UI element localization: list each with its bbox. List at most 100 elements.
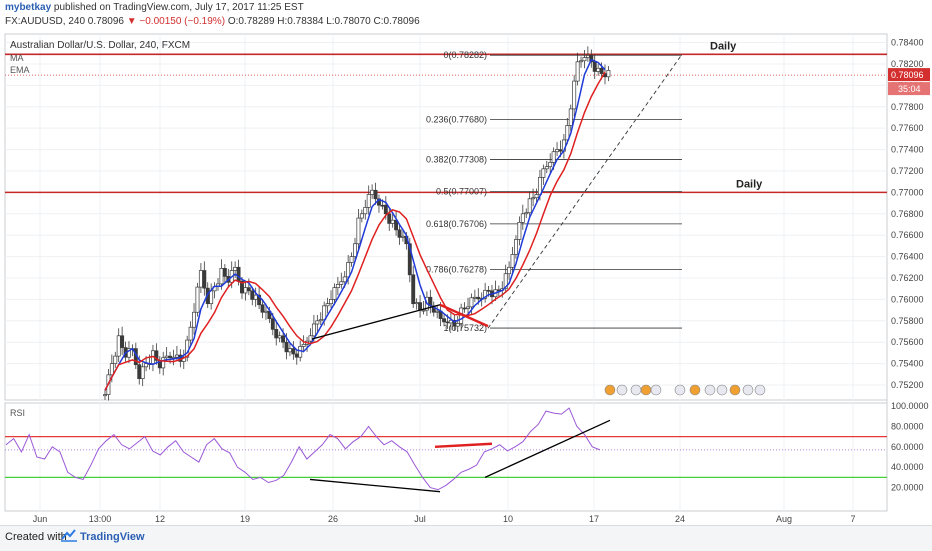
candle-body: [400, 235, 405, 238]
price-tick-label: 0.76400: [891, 252, 924, 262]
candle-body: [243, 287, 248, 294]
candle-body: [168, 355, 173, 359]
candle-body: [222, 268, 227, 277]
candle-body: [486, 289, 491, 292]
fibonacci-retracement[interactable]: 0(0.78282) 0.236(0.77680) 0.382(0.77308) 0.…: [426, 50, 682, 333]
time-tick-label: Jun: [33, 514, 48, 524]
candle-body: [544, 166, 549, 170]
candle-body: [113, 355, 118, 364]
ema-line: [104, 71, 606, 391]
price-tick-label: 0.77600: [891, 123, 924, 133]
event-flag-icon: [674, 384, 686, 396]
candle-body: [411, 274, 416, 305]
candle-body: [240, 280, 244, 294]
candle-body: [483, 289, 488, 299]
candle-body: [510, 254, 515, 268]
candle-body: [260, 304, 265, 313]
rsi-pane[interactable]: [4, 402, 888, 512]
candle-body: [116, 335, 121, 357]
candle-body: [387, 213, 392, 224]
candle-body: [575, 61, 580, 82]
price-axis: 0.784000.782000.780000.778000.776000.774…: [891, 38, 924, 390]
main-pane[interactable]: [4, 33, 888, 401]
candle-body: [531, 197, 536, 200]
time-tick-label: 24: [675, 514, 685, 524]
rsi-line: [5, 407, 601, 491]
candle-body: [555, 149, 560, 153]
fib-level-label: 0(0.78282): [443, 50, 487, 60]
candle-body: [154, 350, 159, 361]
time-tick-label: 7: [850, 514, 855, 524]
price-tick-label: 0.77000: [891, 187, 924, 197]
candle-body: [250, 290, 255, 300]
price-tick-label: 0.75600: [891, 337, 924, 347]
time-tick-label: 19: [240, 514, 250, 524]
rsi-tick-label: 60.0000: [891, 442, 924, 452]
time-axis: Jun 13:00 12 19 26 Jul 10 17 24 Aug 7: [33, 514, 856, 524]
economic-events[interactable]: [604, 384, 766, 396]
candle-body: [558, 149, 563, 152]
horizontal-levels: Daily Daily 0.78096 35:04: [5, 40, 930, 194]
footer-bar: [0, 525, 932, 551]
price-support-trendline: [311, 304, 441, 340]
time-tick-label: 26: [328, 514, 338, 524]
event-flag-icon: [640, 384, 652, 396]
candle-body: [349, 256, 354, 263]
event-flag-icon: [729, 384, 741, 396]
current-price-tag: [888, 68, 930, 82]
candle-body: [264, 310, 268, 313]
fib-level-label: 1(0.75732): [443, 323, 487, 333]
candle-body: [527, 198, 532, 214]
candle-body: [596, 67, 601, 72]
fib-level-label: 0.618(0.76706): [426, 219, 487, 229]
time-tick-label: 13:00: [89, 514, 112, 524]
fib-level-label: 0.236(0.77680): [426, 115, 487, 125]
candle-body: [233, 266, 238, 271]
candle-body: [359, 213, 364, 219]
candle-body: [514, 239, 518, 255]
candle-body: [407, 243, 412, 276]
ma-line: [104, 58, 606, 391]
candle-body: [109, 363, 114, 376]
candle-body: [236, 266, 241, 282]
candle-body: [219, 268, 224, 285]
candle-body: [599, 67, 604, 74]
candle-body: [373, 189, 378, 200]
candle-body: [589, 55, 594, 63]
event-flag-icon: [616, 384, 628, 396]
candle-body: [144, 363, 149, 368]
candle-body: [507, 266, 512, 275]
fib-level-label: 0.382(0.77308): [426, 154, 487, 164]
candle-body: [161, 357, 166, 369]
candle-body: [356, 217, 361, 245]
candle-body: [270, 318, 275, 330]
price-change: ▼ −0.00150 (−0.19%): [126, 16, 226, 27]
candle-body: [353, 243, 357, 257]
price-tick-label: 0.76600: [891, 230, 924, 240]
candle-body: [346, 262, 351, 278]
publish-info: mybetkay published on TradingView.com, J…: [5, 2, 304, 13]
candle-body: [281, 335, 286, 343]
candle-body: [606, 70, 611, 78]
author-name[interactable]: mybetkay: [5, 2, 52, 13]
current-price-label: 0.78096: [891, 70, 924, 80]
tradingview-logo-icon: [61, 529, 77, 542]
candle-body: [397, 229, 402, 238]
candle-body: [592, 61, 597, 72]
candle-body: [325, 303, 330, 307]
event-flag-icon: [716, 384, 728, 396]
event-flag-icon: [630, 384, 642, 396]
tradingview-brand-link[interactable]: TradingView: [80, 531, 145, 543]
candle-body: [277, 335, 282, 339]
candle-body: [342, 276, 347, 283]
candle-body: [174, 354, 179, 358]
time-tick-label: Jul: [414, 514, 426, 524]
candle-body: [414, 302, 419, 305]
candle-body: [335, 284, 340, 288]
trend-drawings[interactable]: [311, 54, 683, 340]
countdown-label: 35:04: [898, 84, 921, 94]
rsi-tick-label: 100.0000: [891, 401, 929, 411]
time-tick-label: 10: [503, 514, 513, 524]
price-tick-label: 0.76000: [891, 294, 924, 304]
